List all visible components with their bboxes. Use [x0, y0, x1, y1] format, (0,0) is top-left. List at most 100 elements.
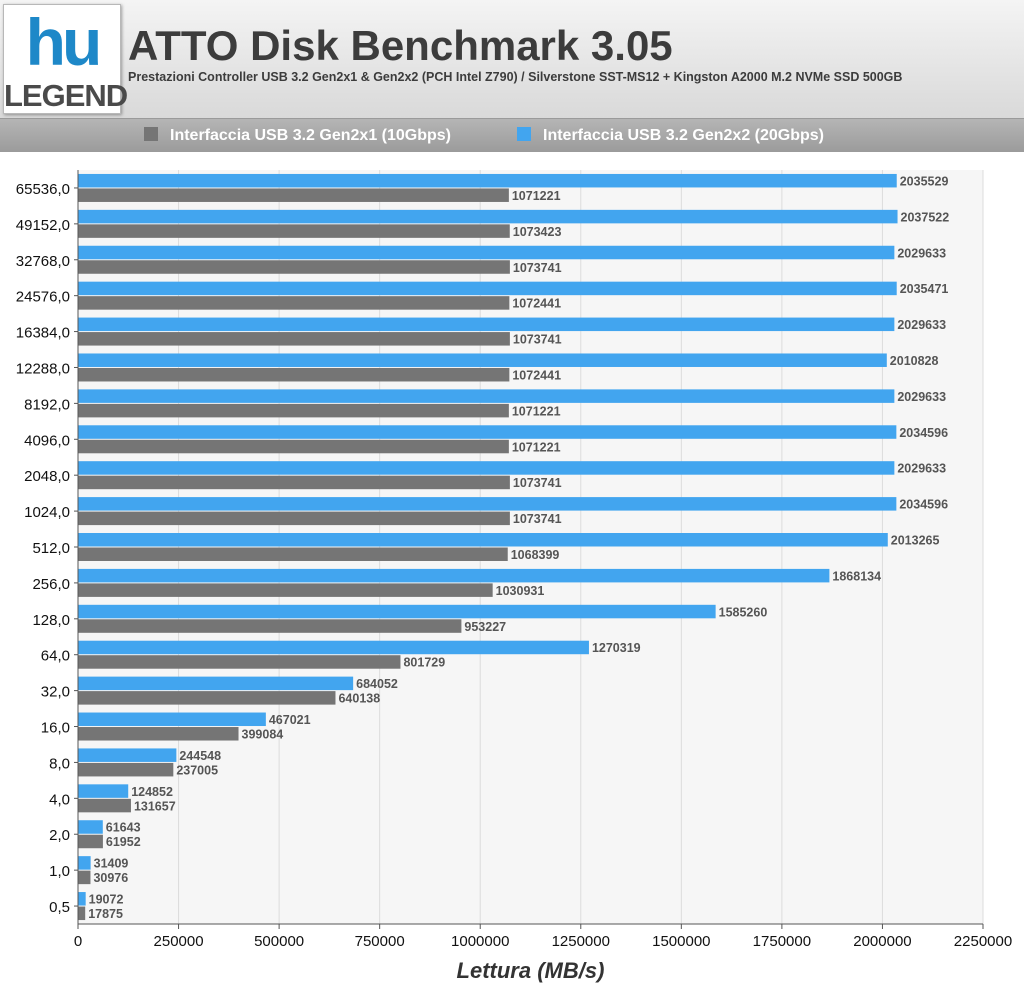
plot-background	[78, 170, 983, 924]
legend-swatch-gen2x1	[144, 127, 158, 141]
data-label-gen2x1-18: 61952	[106, 835, 141, 849]
chart-title: ATTO Disk Benchmark 3.05	[128, 22, 673, 69]
logo-word: LEGEND	[4, 78, 128, 113]
bar-gen2x2-4	[78, 317, 895, 332]
bar-gen2x1-18	[78, 834, 103, 849]
bar-gen2x1-14	[78, 691, 336, 705]
legend-item-gen2x1: Interfaccia USB 3.2 Gen2x1 (10Gbps)	[144, 126, 451, 146]
data-label-gen2x2-6: 2029633	[897, 390, 946, 404]
bar-gen2x2-7	[78, 425, 897, 439]
bar-gen2x2-8	[78, 461, 895, 475]
bar-gen2x2-10	[78, 533, 888, 547]
data-label-gen2x1-13: 801729	[403, 656, 445, 670]
header: hu LEGEND ATTO Disk Benchmark 3.05 Prest…	[0, 0, 1024, 119]
bar-gen2x2-1	[78, 209, 898, 224]
bar-gen2x1-17	[78, 798, 131, 813]
data-label-gen2x1-10: 1068399	[511, 548, 560, 562]
bar-gen2x1-9	[78, 511, 510, 526]
x-tick-label-1: 250000	[154, 933, 204, 950]
bar-gen2x1-20	[78, 906, 86, 921]
hwlegend-logo: hu LEGEND	[3, 4, 128, 114]
data-label-gen2x2-0: 2035529	[900, 174, 949, 188]
data-label-gen2x1-12: 953227	[464, 620, 506, 634]
bar-gen2x1-4	[78, 332, 510, 346]
data-label-gen2x1-3: 1072441	[512, 297, 561, 311]
category-label-11: 256,0	[32, 576, 70, 593]
legend-item-gen2x2: Interfaccia USB 3.2 Gen2x2 (20Gbps)	[517, 126, 824, 146]
data-label-gen2x2-3: 2035471	[900, 282, 949, 296]
category-label-17: 4,0	[49, 791, 70, 808]
category-label-6: 8192,0	[24, 396, 70, 413]
data-label-gen2x1-20: 17875	[88, 907, 123, 921]
bar-gen2x2-20	[78, 892, 86, 906]
bar-gen2x2-16	[78, 748, 177, 762]
bar-gen2x1-13	[78, 655, 401, 669]
data-label-gen2x2-2: 2029633	[897, 246, 946, 260]
bar-gen2x1-19	[78, 870, 91, 885]
bar-gen2x1-0	[78, 188, 509, 202]
category-label-19: 1,0	[49, 863, 70, 880]
x-tick-label-3: 750000	[355, 933, 405, 950]
data-label-gen2x1-9: 1073741	[513, 512, 562, 526]
data-label-gen2x1-14: 640138	[338, 692, 380, 706]
x-tick-label-8: 2000000	[853, 933, 911, 950]
data-label-gen2x1-11: 1030931	[496, 584, 545, 598]
category-label-9: 1024,0	[24, 504, 70, 521]
data-label-gen2x1-19: 30976	[93, 871, 128, 885]
category-label-16: 8,0	[49, 755, 70, 772]
category-label-8: 2048,0	[24, 468, 70, 485]
data-label-gen2x1-2: 1073741	[513, 261, 562, 275]
data-label-gen2x1-4: 1073741	[513, 333, 562, 347]
bar-gen2x1-1	[78, 224, 510, 238]
legend-label-gen2x1: Interfaccia USB 3.2 Gen2x1 (10Gbps)	[170, 127, 451, 144]
data-label-gen2x2-14: 684052	[356, 677, 398, 691]
logo-mark: hu	[25, 5, 103, 79]
bar-gen2x1-2	[78, 260, 510, 274]
bar-gen2x1-5	[78, 367, 510, 382]
data-label-gen2x1-1: 1073423	[513, 225, 562, 239]
category-label-2: 32768,0	[16, 253, 70, 270]
bar-gen2x2-9	[78, 497, 897, 511]
bar-gen2x2-0	[78, 173, 897, 188]
data-label-gen2x2-18: 61643	[106, 821, 141, 835]
bar-gen2x2-12	[78, 604, 716, 619]
data-label-gen2x2-7: 2034596	[899, 426, 948, 440]
bar-gen2x2-14	[78, 676, 354, 691]
category-label-14: 32,0	[41, 684, 70, 701]
data-label-gen2x2-12: 1585260	[719, 605, 768, 619]
x-axis-title: Lettura (MB/s)	[457, 958, 605, 983]
bar-gen2x1-8	[78, 475, 510, 490]
bar-gen2x1-15	[78, 727, 239, 741]
bar-gen2x1-3	[78, 296, 510, 310]
category-label-1: 49152,0	[16, 217, 70, 234]
data-label-gen2x1-16: 237005	[176, 763, 218, 777]
data-label-gen2x1-15: 399084	[242, 728, 284, 742]
data-label-gen2x2-11: 1868134	[832, 569, 881, 583]
bar-gen2x2-15	[78, 712, 266, 727]
legend: Interfaccia USB 3.2 Gen2x1 (10Gbps) Inte…	[0, 119, 1024, 152]
data-label-gen2x2-15: 467021	[269, 713, 311, 727]
legend-swatch-gen2x2	[517, 127, 531, 141]
bar-gen2x2-13	[78, 640, 589, 655]
category-label-10: 512,0	[32, 540, 70, 557]
data-label-gen2x2-8: 2029633	[897, 462, 946, 476]
bar-chart: 65536,0 2035529 1071221 49152,0 2037522 10734…	[16, 170, 1012, 983]
x-tick-label-7: 1750000	[753, 933, 811, 950]
bar-gen2x2-11	[78, 568, 830, 583]
bar-gen2x2-19	[78, 856, 91, 870]
data-label-gen2x1-8: 1073741	[513, 476, 562, 490]
x-tick-label-9: 2250000	[954, 933, 1012, 950]
category-label-12: 128,0	[32, 612, 70, 629]
data-label-gen2x2-17: 124852	[131, 785, 173, 799]
bar-gen2x2-2	[78, 245, 895, 260]
data-label-gen2x2-19: 31409	[94, 857, 129, 871]
bar-gen2x2-5	[78, 353, 887, 367]
bar-gen2x2-6	[78, 389, 895, 403]
category-label-15: 16,0	[41, 720, 70, 737]
data-label-gen2x2-5: 2010828	[890, 354, 939, 368]
x-tick-label-5: 1250000	[552, 933, 610, 950]
category-label-13: 64,0	[41, 648, 70, 665]
data-label-gen2x1-6: 1071221	[512, 404, 561, 418]
category-label-0: 65536,0	[16, 181, 70, 198]
bar-gen2x2-17	[78, 784, 129, 798]
